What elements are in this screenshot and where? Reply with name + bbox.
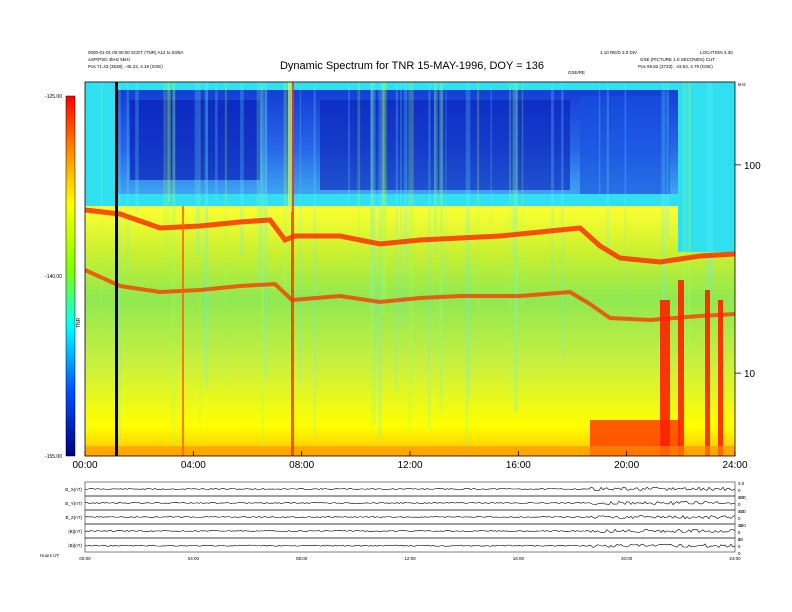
units-right: kHz (738, 82, 746, 87)
panel-trace (84, 500, 736, 506)
footer-left-label: Hours UT (40, 553, 60, 558)
panel-label: B_Z(nT) (65, 515, 82, 520)
header-center-label: GSE/RE (568, 70, 585, 75)
header-right-line2: LOCATION 3.30 (700, 50, 733, 55)
panel-label: B_Y(nT) (65, 501, 82, 506)
colorbar (65, 95, 76, 457)
panel-x-tick-label: 08:00 (296, 556, 308, 561)
header-right-line1: 1.10 RE/D 3.0 DIV (600, 50, 637, 55)
panel-label: |B|(nT) (68, 543, 82, 548)
panel-right-tick: 5 (738, 544, 741, 549)
panel-trace (84, 486, 736, 492)
x-tick-label: 24:00 (722, 460, 747, 471)
panel-x-tick-label: 04:00 (188, 556, 200, 561)
data-gap-line (115, 82, 118, 456)
colorbar-label: TNR (76, 317, 82, 328)
y-tick-label: 100 (744, 161, 761, 172)
panel-x-tick-label: 16:00 (513, 556, 525, 561)
panel-x-tick-label: 12:00 (404, 556, 416, 561)
panel-label: |B|(nT) (68, 529, 82, 534)
panel-right-tick: 0 (738, 551, 741, 556)
panel-right-tick: 0 (738, 516, 741, 521)
panel-right-tick: 3.0 (738, 481, 745, 486)
panel-right-tick: 0 (738, 537, 741, 542)
panel-x-tick-label: 24:00 (729, 556, 741, 561)
panel-x-tick-label: 20:00 (621, 556, 633, 561)
panel-right-tick: 10 (738, 523, 744, 528)
magnetometer-panels: B_X(nT) 3.0 0 -3.0 B_Y(nT) 3.0 0 -3.0 B_Z(nT) 3.0… (65, 481, 746, 561)
panel-frame (84, 537, 736, 553)
chart-title: Dynamic Spectrum for TNR 15-MAY-1996, DO… (280, 60, 544, 72)
panel-x-tick-label: 00:00 (79, 556, 91, 561)
panel-trace (84, 515, 736, 520)
colorbar-tick-label: -155.00 (45, 454, 62, 460)
header-left-line1: 0000-01-01 00:00:00 SCET (TNR) A12 to 03… (88, 50, 183, 55)
panel-right-tick: 5 (738, 530, 741, 535)
panel-right-tick: -3.0 (738, 523, 746, 528)
panel-right-tick: 0 (738, 502, 741, 507)
x-tick-label: 04:00 (181, 460, 206, 471)
y-tick-label: 10 (744, 369, 756, 380)
x-tick-label: 12:00 (397, 460, 422, 471)
panel-right-tick: -3.0 (738, 495, 746, 500)
header-left-line2: ASP/PSD 4kHz 5kHz (88, 57, 131, 62)
panel-right-tick: 0 (738, 488, 741, 493)
colorbar-tick-label: -125.00 (45, 94, 62, 100)
panel-trace (84, 543, 736, 548)
x-tick-label: 16:00 (506, 460, 531, 471)
x-tick-label: 00:00 (72, 460, 97, 471)
header-right-line3: GSE (PICTURE 1.0 SECONDS) CUT (640, 57, 715, 62)
panel-label: B_X(nT) (65, 487, 82, 492)
x-tick-label: 20:00 (614, 460, 639, 471)
panel-right-tick: 10 (738, 537, 744, 542)
colorbar-ticks: -125.00 -140.00 -155.00 (45, 94, 62, 460)
panel-right-tick: -3.0 (738, 509, 746, 514)
x-tick-label: 08:00 (289, 460, 314, 471)
colorbar-tick-label: -140.00 (45, 274, 62, 280)
header-right-line4: Pos 59.82 (3733), -43.53, 4.79 (GSE) (638, 64, 713, 69)
panel-trace (84, 528, 736, 534)
header-left-line3: Pos 71.43 (3538), -45.23, 4.18 (GSE) (88, 64, 163, 69)
x-axis-ticks: 00:00 04:00 08:00 12:00 16:00 20:00 24:00 (72, 451, 748, 471)
panel-right-tick: 3.0 (738, 495, 745, 500)
panel-right-tick: 3.0 (738, 509, 745, 514)
spectrogram (85, 82, 735, 456)
y-axis-ticks: 100 10 (735, 161, 761, 380)
